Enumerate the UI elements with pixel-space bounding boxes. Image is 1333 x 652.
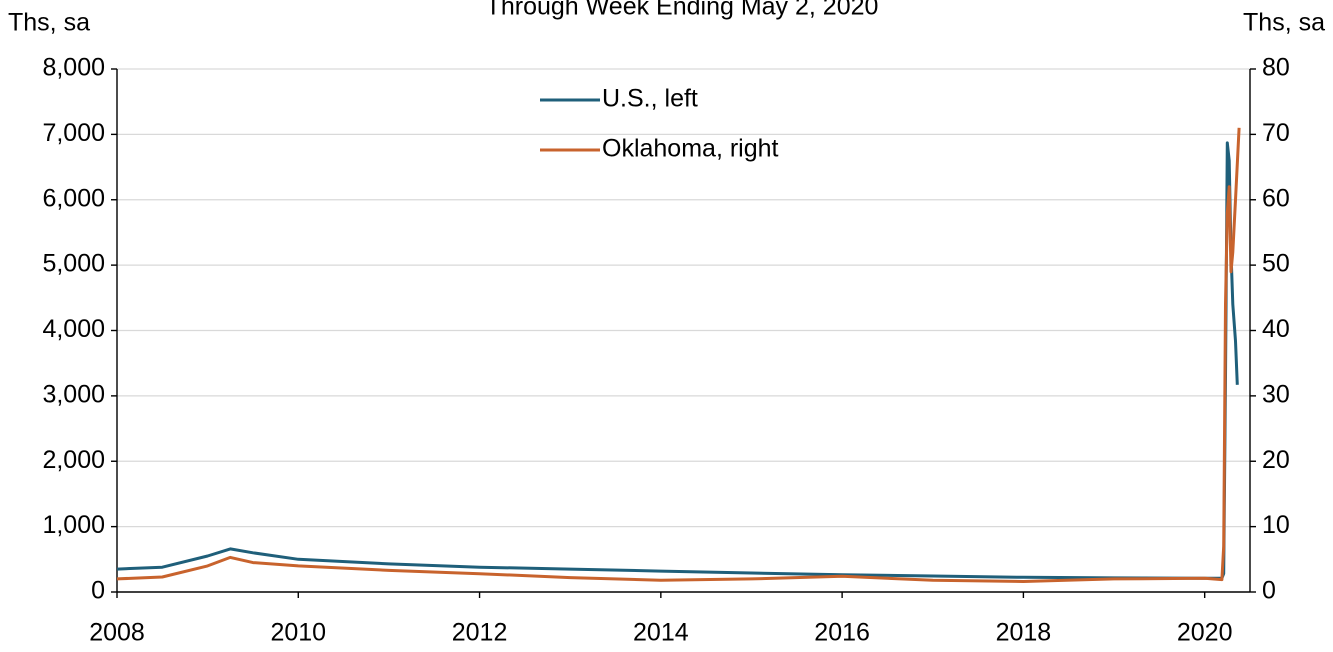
y2-tick-label: 30 bbox=[1262, 380, 1290, 408]
y2-tick-label: 40 bbox=[1262, 315, 1290, 343]
x-tick-label: 2020 bbox=[1177, 619, 1233, 647]
legend-label: Oklahoma, right bbox=[602, 135, 779, 163]
y-tick-label: 4,000 bbox=[42, 315, 105, 343]
y2-tick-label: 70 bbox=[1262, 119, 1290, 147]
y2-tick-label: 50 bbox=[1262, 250, 1290, 278]
y2-tick-label: 0 bbox=[1262, 577, 1276, 605]
y-tick-label: 3,000 bbox=[42, 380, 105, 408]
y-tick-label: 8,000 bbox=[42, 54, 105, 82]
x-tick-label: 2018 bbox=[996, 619, 1052, 647]
legend-label: U.S., left bbox=[602, 85, 698, 113]
y-tick-label: 0 bbox=[91, 577, 105, 605]
x-tick-label: 2014 bbox=[633, 619, 689, 647]
line-series bbox=[116, 127, 1241, 583]
y2-tick-label: 20 bbox=[1262, 446, 1290, 474]
y-tick-label: 7,000 bbox=[42, 119, 105, 147]
x-tick-label: 2012 bbox=[452, 619, 508, 647]
x-tick-label: 2008 bbox=[89, 619, 145, 647]
line-series bbox=[116, 141, 1239, 580]
x-tick-label: 2010 bbox=[270, 619, 326, 647]
y-tick-label: 2,000 bbox=[42, 446, 105, 474]
x-tick-label: 2016 bbox=[814, 619, 870, 647]
y2-tick-label: 60 bbox=[1262, 184, 1290, 212]
y-tick-label: 6,000 bbox=[42, 184, 105, 212]
y-axis-label: Ths, sa bbox=[8, 9, 90, 37]
y-tick-label: 5,000 bbox=[42, 250, 105, 278]
chart-title: Through Week Ending May 2, 2020 bbox=[486, 0, 879, 21]
y2-axis-label: Ths, sa bbox=[1243, 9, 1325, 37]
y2-tick-label: 10 bbox=[1262, 511, 1290, 539]
y-tick-label: 1,000 bbox=[42, 511, 105, 539]
y2-tick-label: 80 bbox=[1262, 54, 1290, 82]
